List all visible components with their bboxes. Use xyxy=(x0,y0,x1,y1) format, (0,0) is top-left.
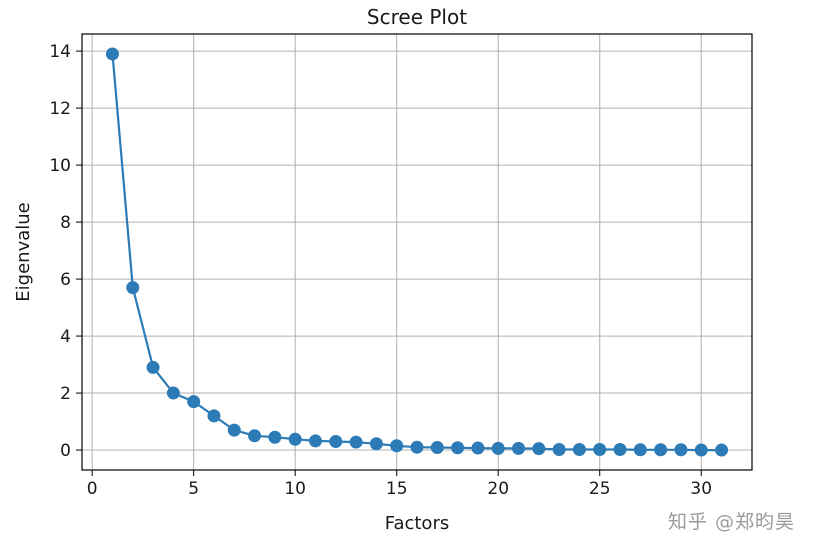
y-tick-label: 4 xyxy=(60,327,71,347)
data-point xyxy=(146,360,160,374)
series-line xyxy=(111,53,722,452)
data-point xyxy=(390,439,404,453)
x-tick-label: 0 xyxy=(87,479,98,499)
data-point xyxy=(572,442,586,456)
data-point xyxy=(430,440,444,454)
data-point xyxy=(329,435,343,449)
data-point xyxy=(491,441,505,455)
data-point xyxy=(105,47,119,61)
x-tick-label: 15 xyxy=(386,479,408,499)
data-point xyxy=(308,434,322,448)
x-axis-label: Factors xyxy=(385,513,449,534)
data-point xyxy=(451,441,465,455)
data-point xyxy=(248,429,262,443)
x-tick-label: 20 xyxy=(487,479,509,499)
data-point xyxy=(471,441,485,455)
data-point xyxy=(369,437,383,451)
chart-title: Scree Plot xyxy=(367,5,467,29)
data-point xyxy=(207,409,221,423)
y-axis-label: Eigenvalue xyxy=(13,202,34,301)
data-point xyxy=(410,440,424,454)
data-point xyxy=(512,441,526,455)
data-point xyxy=(532,442,546,456)
y-tick-label: 10 xyxy=(49,156,71,176)
x-tick-label: 30 xyxy=(690,479,712,499)
y-tick-label: 8 xyxy=(60,213,71,233)
data-point xyxy=(227,423,241,437)
data-point xyxy=(268,430,282,444)
x-tick-label: 5 xyxy=(188,479,199,499)
data-point xyxy=(654,443,668,457)
data-point xyxy=(288,432,302,446)
x-tick-label: 25 xyxy=(589,479,611,499)
data-point xyxy=(187,395,201,409)
y-tick-label: 0 xyxy=(60,441,71,461)
data-point xyxy=(552,442,566,456)
y-tick-label: 6 xyxy=(60,270,71,290)
data-point xyxy=(694,443,708,457)
data-point xyxy=(613,442,627,456)
watermark-text: 知乎 @郑昀昊 xyxy=(667,511,795,533)
data-point xyxy=(633,443,647,457)
plot-frame xyxy=(81,33,753,471)
data-point xyxy=(126,281,140,295)
x-tick-label: 10 xyxy=(284,479,306,499)
data-point xyxy=(715,443,729,457)
y-tick-label: 12 xyxy=(49,99,71,119)
data-point xyxy=(166,386,180,400)
data-point xyxy=(349,435,363,449)
data-point xyxy=(593,442,607,456)
y-tick-label: 2 xyxy=(60,384,71,404)
y-tick-label: 14 xyxy=(49,42,71,62)
data-point xyxy=(674,443,688,457)
